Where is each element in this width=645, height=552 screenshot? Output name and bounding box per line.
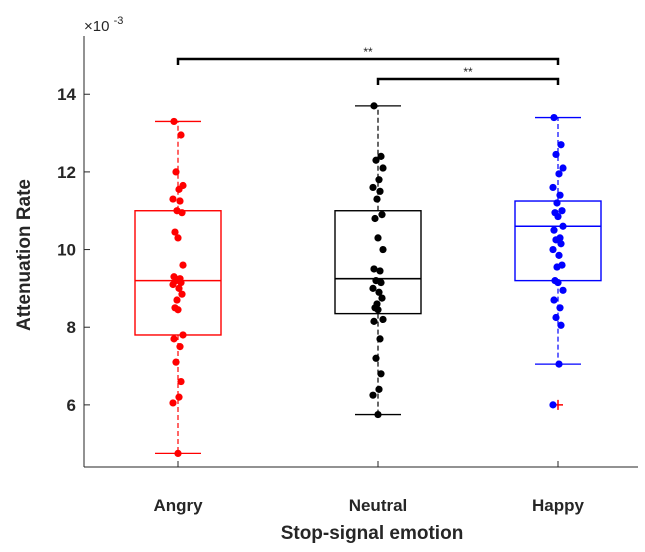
data-point — [554, 279, 561, 286]
x-tick-label: Neutral — [349, 496, 408, 515]
significance-bracket — [178, 59, 558, 65]
data-point — [178, 291, 185, 298]
data-point — [169, 399, 176, 406]
data-point — [556, 192, 563, 199]
data-point — [555, 361, 562, 368]
data-point — [372, 355, 379, 362]
data-point — [369, 392, 376, 399]
data-point — [558, 207, 565, 214]
data-point — [379, 164, 386, 171]
y-tick-label: 12 — [57, 163, 76, 182]
data-point — [379, 316, 386, 323]
significance-label: ** — [463, 65, 473, 79]
data-point — [552, 314, 559, 321]
data-point — [370, 102, 377, 109]
box-iqr — [135, 211, 221, 335]
data-point — [549, 246, 556, 253]
data-point — [556, 304, 563, 311]
y-tick-label: 8 — [67, 318, 76, 337]
boxes — [135, 106, 601, 454]
data-point — [559, 164, 566, 171]
data-point — [170, 335, 177, 342]
data-point — [549, 401, 556, 408]
data-point — [372, 157, 379, 164]
data-point — [549, 184, 556, 191]
data-point — [552, 151, 559, 158]
data-point — [169, 195, 176, 202]
data-point — [557, 141, 564, 148]
x-axis-title: Stop-signal emotion — [281, 523, 464, 544]
y-axis-title: Attenuation Rate — [14, 179, 35, 331]
data-point — [375, 386, 382, 393]
y-exponent-label: ×10 -3 — [84, 15, 123, 35]
y-exponent-base: ×10 — [84, 18, 109, 35]
data-point — [176, 197, 183, 204]
data-point — [369, 285, 376, 292]
y-exponent-power: -3 — [114, 15, 124, 27]
data-point — [550, 114, 557, 121]
y-tick-label: 10 — [57, 241, 76, 260]
data-point — [178, 209, 185, 216]
data-point — [553, 263, 560, 270]
data-point — [175, 186, 182, 193]
data-point — [557, 322, 564, 329]
data-point — [377, 279, 384, 286]
data-point — [174, 234, 181, 241]
data-point — [175, 394, 182, 401]
data-point — [376, 267, 383, 274]
data-point — [374, 306, 381, 313]
significance-label: ** — [363, 45, 373, 59]
data-point — [170, 118, 177, 125]
x-tick-label: Angry — [153, 496, 203, 515]
significance-brackets: ** ** — [178, 45, 558, 85]
data-point — [376, 335, 383, 342]
data-points — [169, 102, 566, 457]
data-point — [376, 188, 383, 195]
axes: 6 8 10 12 14 Angry Neutral Happy — [57, 36, 638, 515]
data-point — [374, 411, 381, 418]
y-tick-label: 6 — [67, 396, 76, 415]
data-point — [555, 252, 562, 259]
data-point — [177, 131, 184, 138]
data-point — [373, 195, 380, 202]
data-point — [557, 240, 564, 247]
data-point — [172, 168, 179, 175]
data-point — [378, 294, 385, 301]
data-point — [550, 296, 557, 303]
data-point — [174, 450, 181, 457]
data-point — [554, 213, 561, 220]
data-point — [176, 343, 183, 350]
box-iqr — [335, 211, 421, 314]
data-point — [370, 318, 377, 325]
data-point — [379, 246, 386, 253]
data-point — [378, 211, 385, 218]
data-point — [375, 176, 382, 183]
data-point — [173, 296, 180, 303]
data-point — [169, 281, 176, 288]
y-tick-label: 14 — [57, 85, 76, 104]
data-point — [174, 306, 181, 313]
data-point — [555, 170, 562, 177]
data-point — [172, 359, 179, 366]
data-point — [559, 287, 566, 294]
data-point — [377, 370, 384, 377]
data-point — [550, 227, 557, 234]
x-tick-label: Happy — [532, 496, 585, 515]
data-point — [371, 215, 378, 222]
data-point — [179, 261, 186, 268]
data-point — [177, 378, 184, 385]
data-point — [179, 331, 186, 338]
data-point — [369, 184, 376, 191]
significance-bracket — [378, 79, 558, 85]
data-point — [559, 223, 566, 230]
data-point — [374, 234, 381, 241]
data-point — [553, 199, 560, 206]
